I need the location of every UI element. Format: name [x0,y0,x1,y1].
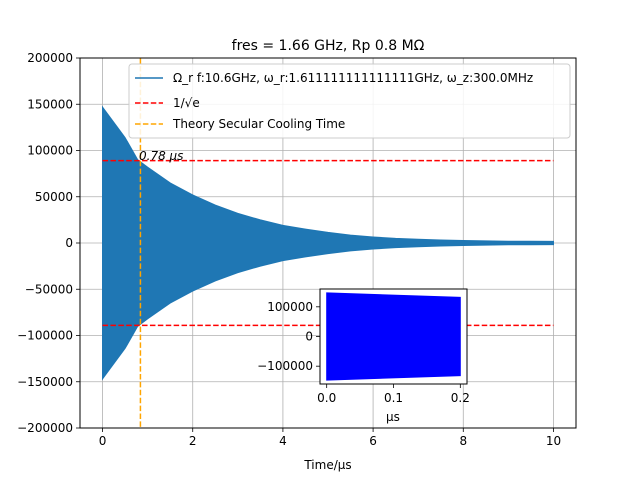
annotation-cooling-time: 0.78 μs [139,149,183,163]
y-tick-label: 150000 [27,97,73,111]
y-tick-label: 0 [65,236,73,250]
x-tick-label: 0 [99,434,107,448]
y-tick-label: −50000 [25,282,73,296]
inset-x-tick-label: 0.0 [317,391,336,405]
y-tick-label: −100000 [17,329,73,343]
y-tick-label: −150000 [17,375,73,389]
legend: Ω_r f:10.6GHz, ω_r:1.611111111111111GHz,… [128,63,571,139]
inset-x-tick-label: 0.1 [384,391,403,405]
inset-series [326,292,461,381]
signal-series [102,105,554,381]
legend-box [128,63,571,139]
x-tick-label: 10 [546,434,561,448]
x-tick-label: 6 [369,434,377,448]
y-tick-label: 200000 [27,51,73,65]
chart-title: fres = 1.66 GHz, Rp 0.8 MΩ [232,38,425,54]
inset-y-tick-label: 100000 [267,300,313,314]
legend-label-threshold: 1/√e [173,96,200,110]
inset-signal-series [326,292,461,381]
x-tick-label: 2 [189,434,197,448]
inset-y-tick-label: −100000 [257,359,313,373]
inset-ticks: 0.0 0.1 0.2 100000 0 −100000 [257,300,470,405]
legend-label-cooling-time: Theory Secular Cooling Time [172,117,345,131]
inset-y-tick-label: 0 [305,330,313,344]
y-tick-label: −200000 [17,421,73,435]
x-tick-label: 4 [279,434,287,448]
y-tick-label: 50000 [35,190,73,204]
y-tick-label: 100000 [27,144,73,158]
inset-x-tick-label: 0.2 [451,391,470,405]
x-tick-label: 8 [459,434,467,448]
x-axis-label: Time/μs [303,458,351,472]
main-ticks: 0 2 4 6 8 10 200000 150000 100000 50000 0 −50000 −10… [17,51,561,448]
legend-label-signal: Ω_r f:10.6GHz, ω_r:1.611111111111111GHz,… [173,71,533,85]
inset-x-axis-label: μs [386,410,400,424]
